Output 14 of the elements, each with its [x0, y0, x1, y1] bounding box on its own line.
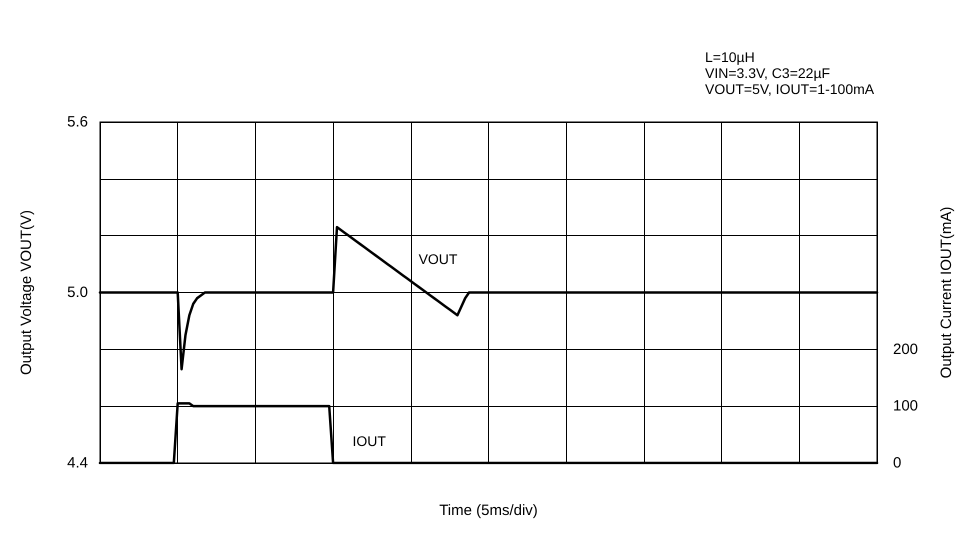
- series-label: IOUT: [352, 433, 386, 449]
- x-axis-title: Time (5ms/div): [439, 502, 538, 519]
- y2-axis-title: Output Current IOUT(mA): [938, 206, 955, 378]
- text: VOUT=5V, IOUT=1-100mA: [705, 81, 875, 97]
- text: L=10µH: [705, 49, 755, 65]
- y2-tick-label: 100: [893, 398, 918, 415]
- y2-tick-label: 200: [893, 340, 918, 358]
- text: VIN=3.3V, C3=22µF: [705, 65, 830, 81]
- y-tick-label: 5.0: [67, 284, 88, 301]
- y-axis-title: Output Voltage VOUT(V): [18, 210, 35, 376]
- y-tick-label: 4.4: [67, 454, 88, 472]
- y2-tick-label: 0: [893, 454, 902, 472]
- series-label: VOUT: [418, 250, 458, 267]
- y-tick-label: 5.6: [67, 114, 88, 130]
